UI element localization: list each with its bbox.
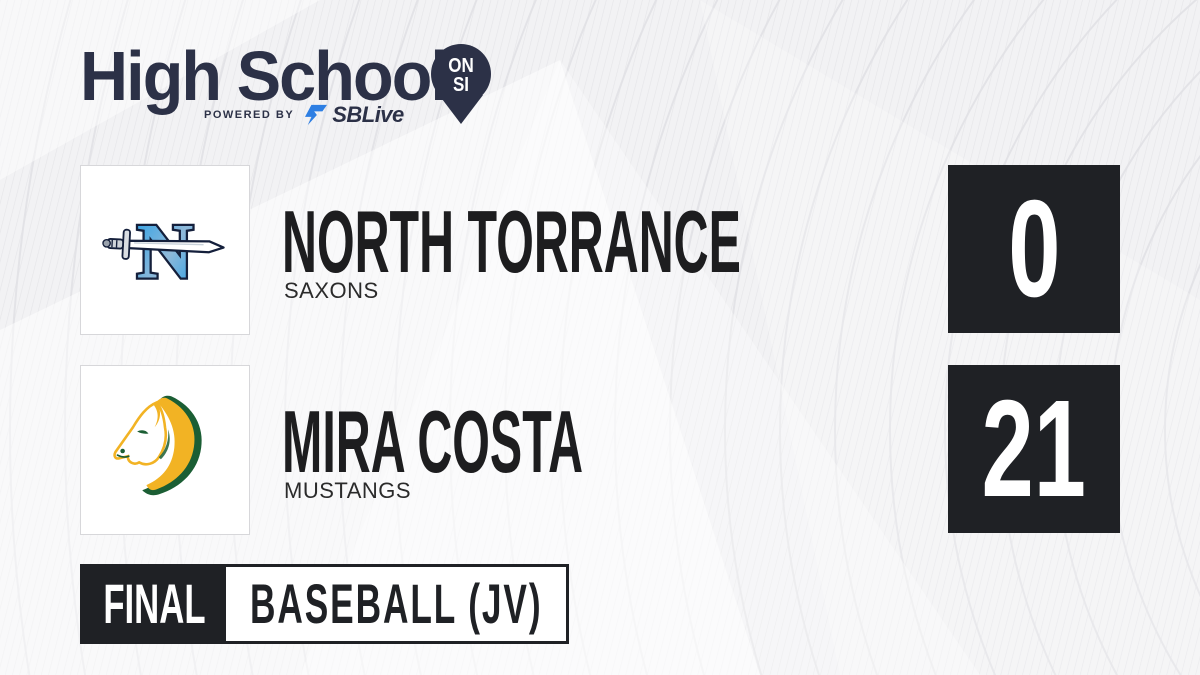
on-si-pin-icon: ON SI bbox=[431, 44, 491, 124]
pin-text-on: ON bbox=[448, 54, 473, 77]
team-logo-box: N bbox=[80, 165, 250, 335]
mira-costa-mustangs-horse-logo bbox=[113, 395, 202, 496]
team-score: 21 bbox=[981, 372, 1087, 526]
powered-by-label: POWERED BY bbox=[204, 109, 295, 121]
status-badge: FINAL bbox=[83, 567, 226, 641]
team-name: NORTH TORRANCE bbox=[282, 192, 741, 291]
status-text: FINAL bbox=[103, 572, 206, 635]
team-logo-box bbox=[80, 365, 250, 535]
team-score-box: 21 bbox=[948, 365, 1120, 533]
pin-text-si: SI bbox=[453, 73, 469, 96]
sblive-bolt-icon bbox=[305, 104, 328, 126]
game-status-bar: FINAL BASEBALL (JV) bbox=[80, 564, 569, 644]
team-name: MIRA COSTA bbox=[282, 392, 584, 491]
team-score-box: 0 bbox=[948, 165, 1120, 333]
team-mascot: MUSTANGS bbox=[284, 478, 412, 503]
team-mascot: SAXONS bbox=[284, 278, 379, 303]
sblive-logo: SBLive bbox=[304, 102, 404, 128]
event-label: BASEBALL (JV) bbox=[250, 572, 543, 635]
team-score: 0 bbox=[1007, 172, 1061, 326]
powered-by-row: POWERED BY SBLive bbox=[204, 102, 404, 128]
sblive-wordmark: SBLive bbox=[332, 102, 404, 127]
north-torrance-saxons-n-sword-logo: N bbox=[102, 206, 225, 298]
brand-wordmark: High School bbox=[80, 37, 449, 115]
event-segment: BASEBALL (JV) bbox=[226, 567, 714, 641]
